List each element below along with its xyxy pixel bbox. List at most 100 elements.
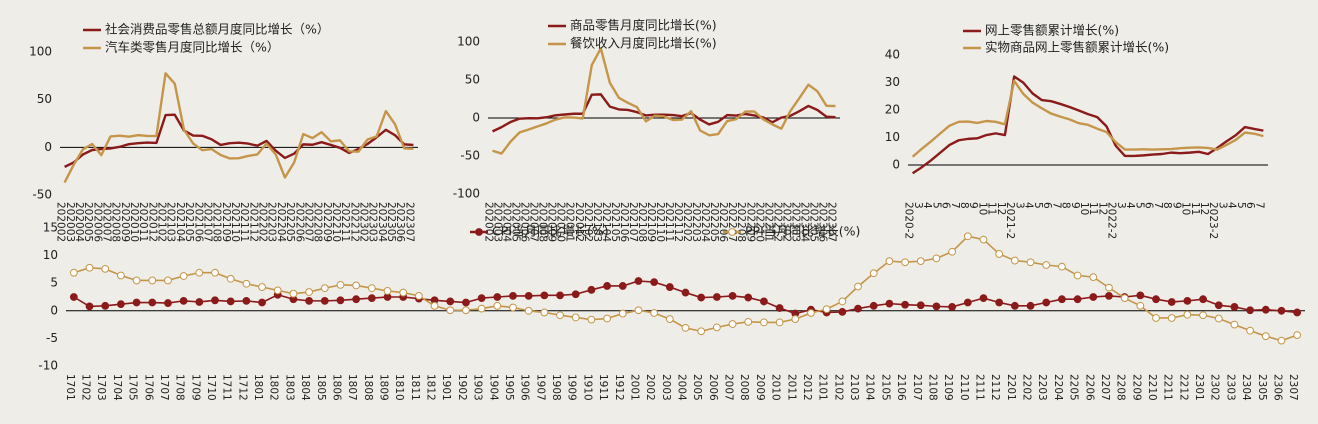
x-tick-label: 202005 [82,202,94,242]
legend-label: 网上零售额累计增长(%) [985,23,1119,38]
x-tick-label: 11 [986,202,998,215]
x-tick-label: 7 [949,202,961,209]
x-tick-label: 202203 [266,202,278,242]
point [650,278,659,286]
point [1120,294,1129,303]
point [744,317,753,326]
x-tick-label: 202212 [348,202,360,242]
x-tick-label: 8 [958,202,970,209]
x-tick-label: 202104 [600,202,612,242]
point [697,293,706,302]
y-tick-label: -50 [460,149,480,163]
x-tick-label: 9 [967,202,979,209]
x-tick-label: 202202 [681,202,693,242]
y-tick-label: 5 [50,276,58,290]
x-tick-label: 1901 [440,374,452,401]
x-tick-label: 202208 [312,202,324,242]
x-tick-label: 2110 [958,374,970,401]
point [1058,295,1066,304]
point [509,291,517,300]
point [979,235,988,244]
point [116,300,125,309]
series-line [492,47,836,155]
point [148,298,157,307]
x-tick-label: 202206 [293,202,305,242]
x-tick-label: 2210 [1146,374,1158,401]
x-tick-label: 2020-2 [903,202,915,239]
legend-marker [475,228,483,236]
y-tick-label: 0 [50,303,58,317]
point [854,304,862,313]
point [869,269,878,278]
x-tick-label: 202302 [780,202,792,242]
point [681,324,690,332]
point [164,276,172,285]
point [1277,336,1286,345]
x-tick-label: 2303 [1224,374,1236,401]
point [1026,258,1035,267]
point [744,293,753,302]
point [211,268,219,277]
point [320,284,329,293]
x-tick-label: 202006 [519,202,531,242]
point [885,299,894,308]
x-tick-label: 1710 [205,374,217,401]
point [854,282,862,291]
point [1073,295,1082,304]
x-tick-label: 2209 [1130,374,1142,401]
point [932,302,941,311]
y-tick-label: 15 [43,221,58,235]
x-tick-label: 1809 [378,374,390,401]
x-tick-label: 202010 [128,202,140,242]
x-tick-label: 2001 [628,374,640,401]
x-tick-label: 202304 [376,202,388,242]
point [587,285,596,294]
y-tick-label: 100 [29,45,52,59]
x-tick-label: 202007 [528,202,540,242]
point [367,284,376,293]
x-tick-label: 2009 [754,374,766,401]
x-tick-label: 8 [1161,202,1173,209]
point [258,283,266,291]
x-tick-label: 1808 [362,374,374,401]
point [179,272,188,280]
x-tick-label: 1801 [252,374,264,401]
series-line [63,72,414,184]
legend-label: 餐饮收入月度同比增长(%) [570,36,717,51]
point [1010,301,1019,310]
x-tick-label: 1906 [519,374,531,401]
x-tick-label: 202307 [403,202,415,242]
x-tick-label: 7 [1050,202,1062,209]
x-tick-label: 202108 [636,202,648,242]
x-tick-label: 202212 [771,202,783,242]
y-tick-label: 0 [892,158,900,172]
point [650,309,659,317]
point [1010,256,1019,265]
point [132,276,141,285]
x-tick-label: 11 [1087,202,1099,215]
x-tick-label: 7 [1152,202,1164,209]
x-tick-label: 5 [1032,202,1044,209]
x-tick-label: 202008 [110,202,122,242]
y-tick-label: 0 [472,111,480,125]
point [916,301,925,310]
x-tick-label: 202305 [807,202,819,242]
point [603,314,611,323]
x-tick-label: 1803 [283,374,295,401]
x-tick-label: 1811 [409,374,421,401]
point [807,309,815,317]
x-tick-label: 9 [1069,202,1081,209]
point [352,281,361,290]
point [509,303,517,312]
x-tick-label: 2023-2 [1207,202,1219,239]
point [1230,320,1239,329]
y-tick-label: 0 [44,140,52,154]
point [1026,301,1035,310]
x-tick-label: 2021-2 [1004,202,1016,239]
x-tick-label: 202103 [591,202,603,242]
point [728,291,737,300]
point [1261,332,1270,341]
point [85,302,94,311]
point [399,288,408,297]
x-tick-label: 2108 [926,374,938,401]
